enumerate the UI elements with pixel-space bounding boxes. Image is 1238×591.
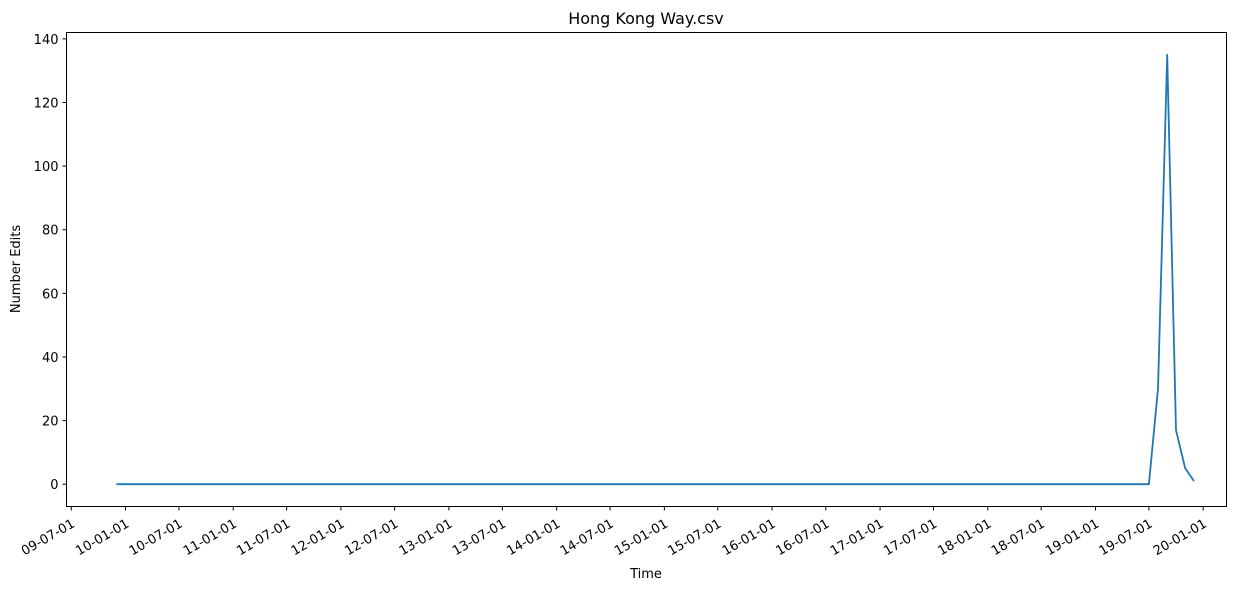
y-tick-label: 0 bbox=[50, 478, 58, 493]
y-tick-label: 100 bbox=[34, 160, 59, 175]
y-tick-label: 60 bbox=[42, 287, 59, 302]
y-axis-ticks: 0 20 40 60 80 100 120 140 bbox=[34, 33, 67, 493]
y-tick-label: 20 bbox=[42, 415, 59, 430]
y-tick-label: 120 bbox=[34, 96, 59, 111]
x-axis-label: Time bbox=[629, 567, 662, 582]
chart-title: Hong Kong Way.csv bbox=[568, 9, 724, 28]
series-line bbox=[116, 53, 1195, 486]
series-group bbox=[116, 53, 1195, 486]
y-axis-label: Number Edits bbox=[9, 225, 24, 314]
y-tick-label: 40 bbox=[42, 351, 59, 366]
y-tick-label: 80 bbox=[42, 224, 59, 239]
plot-frame bbox=[66, 32, 1227, 507]
y-tick-label: 140 bbox=[34, 33, 59, 48]
